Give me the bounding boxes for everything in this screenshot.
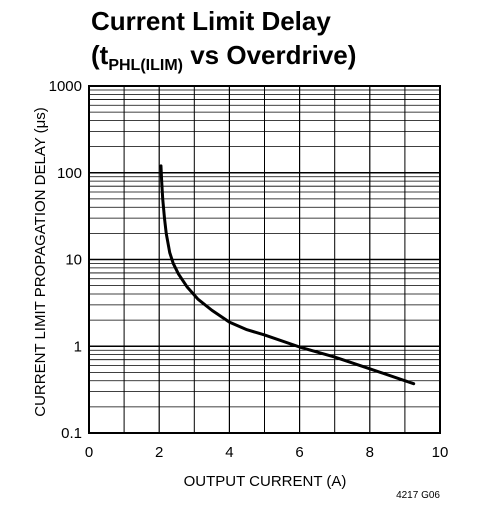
chart-title-line1: Current Limit Delay [91,6,331,36]
y-tick-label: 100 [57,165,82,182]
x-tick-label: 10 [432,444,449,461]
chart-title-line2: (tPHL(ILIM) vs Overdrive) [91,40,356,74]
x-tick-label: 0 [85,444,93,461]
x-tick-labels: 0 2 4 6 8 10 [85,444,449,461]
y-tick-label: 1 [74,338,82,355]
grid [89,86,440,433]
x-tick-label: 2 [155,444,163,461]
x-tick-label: 4 [225,444,233,461]
y-axis-label: CURRENT LIMIT PROPAGATION DELAY (μs) [32,107,49,417]
y-tick-label: 1000 [49,78,82,95]
x-tick-label: 8 [366,444,374,461]
x-axis-label: OUTPUT CURRENT (A) [184,473,347,490]
plot-frame [88,85,441,434]
figure-code: 4217 G06 [396,490,440,501]
series-line [159,164,416,386]
y-tick-labels: 0.1 1 10 100 1000 [49,78,82,442]
y-tick-label: 0.1 [61,425,82,442]
x-tick-label: 6 [295,444,303,461]
y-tick-label: 10 [65,252,82,269]
